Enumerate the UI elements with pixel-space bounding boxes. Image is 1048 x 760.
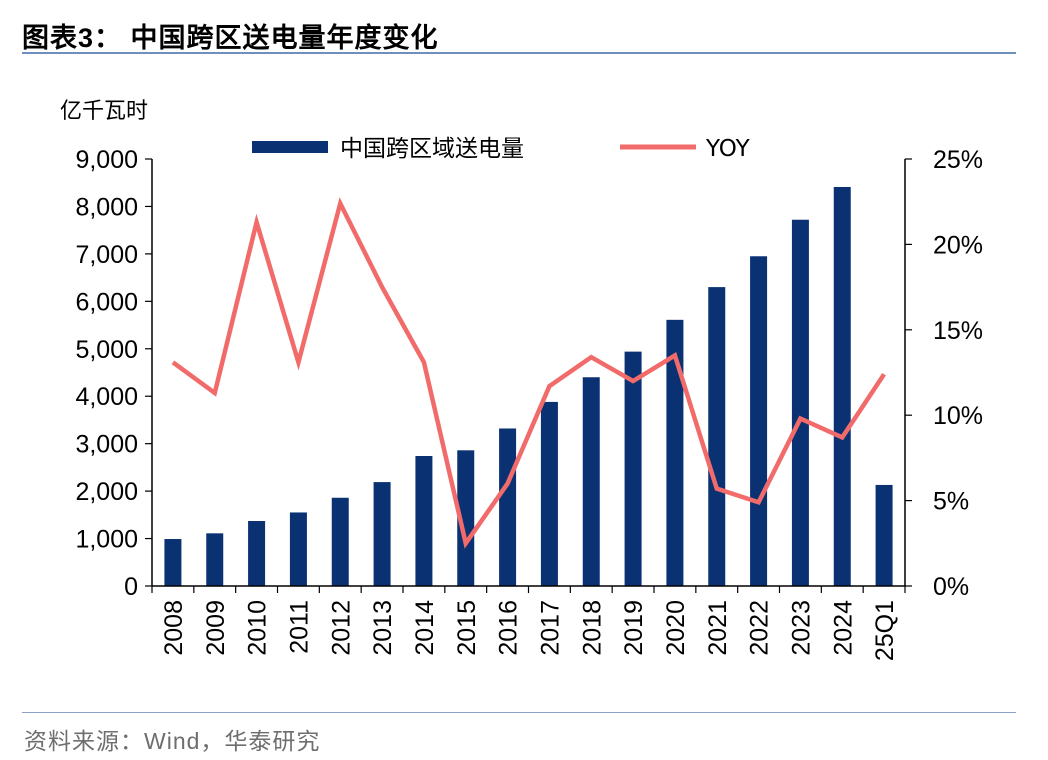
yoy-line (171, 197, 886, 549)
left-tick-label: 0 (124, 573, 138, 601)
x-tick-label: 2018 (578, 600, 606, 656)
bar-2018 (582, 377, 600, 586)
legend-bar-swatch (252, 141, 328, 153)
legend-line-label: YOY (705, 136, 751, 162)
bar-2022 (750, 256, 768, 586)
bar-25Q1 (875, 484, 893, 586)
x-tick-label: 2017 (536, 600, 564, 656)
x-tick-label: 25Q1 (871, 600, 899, 661)
bar-2011 (289, 512, 307, 586)
bar-2013 (373, 482, 391, 586)
x-tick-label: 2024 (829, 600, 857, 656)
x-tick-label: 2013 (369, 600, 397, 656)
yoy-line-series (171, 197, 886, 549)
bar-2016 (499, 428, 517, 586)
right-tick-label: 5% (933, 488, 969, 516)
bar-2020 (666, 319, 684, 586)
bar-2017 (540, 401, 558, 586)
source-note: 资料来源：Wind，华泰研究 (24, 728, 321, 754)
x-tick-label: 2008 (160, 600, 188, 656)
bar-2024 (833, 186, 851, 586)
x-tick-label: 2011 (285, 600, 313, 654)
bar-2015 (457, 450, 475, 586)
left-tick-label: 8,000 (75, 193, 138, 221)
left-tick-label: 3,000 (75, 431, 138, 459)
right-tick-label: 0% (933, 573, 969, 601)
x-tick-label: 2022 (746, 600, 774, 656)
x-tick-label: 2009 (202, 600, 230, 656)
bar-2023 (791, 219, 809, 586)
bar-2010 (248, 521, 266, 586)
left-tick-label: 9,000 (75, 146, 138, 174)
left-tick-label: 7,000 (75, 241, 138, 269)
footer-divider (22, 712, 1016, 713)
bar-series (164, 186, 893, 586)
chart-title: 图表3： 中国跨区送电量年度变化 (22, 23, 439, 53)
legend: 中国跨区域送电量 YOY (252, 136, 751, 162)
x-tick-label: 2014 (411, 600, 439, 656)
legend-bar-label: 中国跨区域送电量 (340, 136, 524, 162)
bar-2019 (624, 351, 642, 586)
left-tick-label: 6,000 (75, 288, 138, 316)
x-tick-label: 2016 (495, 600, 523, 656)
x-tick-label: 2023 (787, 600, 815, 656)
header-divider (22, 52, 1016, 54)
x-axis-labels: 2008 2009 2010 2011 2012 2013 2014 2015 2016 2017… (151, 586, 906, 661)
left-tick-label: 2,000 (75, 478, 138, 506)
left-tick-label: 5,000 (75, 336, 138, 364)
left-axis-unit: 亿千瓦时 (60, 99, 148, 124)
right-axis-ticks: 0% 5% 10% 15% 20% 25% (905, 146, 983, 601)
bar-2009 (206, 533, 224, 586)
right-tick-label: 20% (933, 231, 983, 259)
x-tick-label: 2021 (704, 600, 732, 656)
left-tick-label: 4,000 (75, 383, 138, 411)
right-tick-label: 10% (933, 402, 983, 430)
bar-2021 (708, 287, 726, 586)
bar-2014 (415, 456, 433, 586)
x-tick-label: 2020 (662, 600, 690, 656)
left-axis-ticks: 0 1,000 2,000 3,000 4,000 5,000 6,000 7,000 8,00… (75, 146, 152, 601)
left-tick-label: 1,000 (75, 526, 138, 554)
x-tick-label: 2015 (453, 600, 481, 656)
bar-2008 (164, 539, 182, 586)
x-tick-label: 2012 (327, 600, 355, 656)
bar-2012 (331, 497, 349, 586)
right-tick-label: 15% (933, 317, 983, 345)
right-tick-label: 25% (933, 146, 983, 174)
x-tick-label: 2019 (620, 600, 648, 656)
x-tick-label: 2010 (244, 600, 272, 656)
